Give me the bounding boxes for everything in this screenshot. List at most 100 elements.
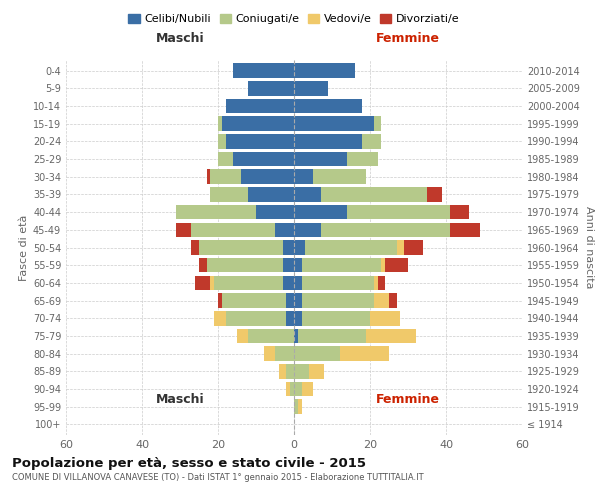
- Y-axis label: Fasce di età: Fasce di età: [19, 214, 29, 280]
- Bar: [294, 328, 298, 343]
- Bar: [176, 222, 191, 237]
- Bar: [211, 187, 248, 202]
- Bar: [199, 240, 283, 255]
- Bar: [294, 346, 340, 361]
- Bar: [385, 258, 408, 272]
- Bar: [313, 170, 366, 184]
- Bar: [294, 400, 298, 414]
- Bar: [294, 170, 313, 184]
- Bar: [302, 382, 313, 396]
- Bar: [294, 205, 347, 220]
- Bar: [283, 276, 294, 290]
- Bar: [389, 294, 397, 308]
- Bar: [320, 222, 450, 237]
- Bar: [279, 364, 286, 378]
- Bar: [222, 294, 286, 308]
- Bar: [302, 276, 374, 290]
- Legend: Celibi/Nubili, Coniugati/e, Vedovi/e, Divorziati/e: Celibi/Nubili, Coniugati/e, Vedovi/e, Di…: [124, 10, 464, 29]
- Bar: [302, 258, 382, 272]
- Bar: [374, 276, 377, 290]
- Bar: [206, 170, 211, 184]
- Bar: [248, 328, 294, 343]
- Bar: [294, 64, 355, 78]
- Bar: [286, 382, 290, 396]
- Bar: [214, 311, 226, 326]
- Bar: [320, 187, 427, 202]
- Text: Femmine: Femmine: [376, 392, 440, 406]
- Bar: [248, 187, 294, 202]
- Bar: [214, 276, 283, 290]
- Bar: [283, 258, 294, 272]
- Bar: [199, 258, 206, 272]
- Text: COMUNE DI VILLANOVA CANAVESE (TO) - Dati ISTAT 1° gennaio 2015 - Elaborazione TU: COMUNE DI VILLANOVA CANAVESE (TO) - Dati…: [12, 472, 424, 482]
- Bar: [294, 276, 302, 290]
- Bar: [294, 294, 302, 308]
- Bar: [191, 240, 199, 255]
- Bar: [347, 152, 377, 166]
- Bar: [298, 400, 302, 414]
- Bar: [211, 276, 214, 290]
- Bar: [382, 258, 385, 272]
- Text: Maschi: Maschi: [155, 392, 205, 406]
- Bar: [404, 240, 423, 255]
- Bar: [248, 81, 294, 96]
- Bar: [226, 98, 294, 113]
- Bar: [450, 222, 480, 237]
- Bar: [294, 258, 302, 272]
- Bar: [206, 258, 283, 272]
- Bar: [294, 187, 320, 202]
- Bar: [377, 276, 385, 290]
- Bar: [294, 222, 320, 237]
- Bar: [226, 311, 286, 326]
- Bar: [427, 187, 442, 202]
- Bar: [286, 364, 294, 378]
- Bar: [241, 170, 294, 184]
- Bar: [233, 64, 294, 78]
- Bar: [294, 382, 302, 396]
- Bar: [218, 134, 226, 148]
- Bar: [294, 364, 309, 378]
- Bar: [290, 382, 294, 396]
- Bar: [366, 328, 416, 343]
- Bar: [294, 240, 305, 255]
- Bar: [237, 328, 248, 343]
- Bar: [298, 328, 366, 343]
- Text: Maschi: Maschi: [155, 32, 205, 45]
- Bar: [283, 240, 294, 255]
- Y-axis label: Anni di nascita: Anni di nascita: [584, 206, 594, 289]
- Bar: [286, 294, 294, 308]
- Bar: [256, 205, 294, 220]
- Bar: [286, 311, 294, 326]
- Bar: [340, 346, 389, 361]
- Bar: [370, 311, 400, 326]
- Bar: [191, 222, 275, 237]
- Bar: [195, 276, 211, 290]
- Bar: [309, 364, 325, 378]
- Bar: [294, 116, 374, 131]
- Bar: [222, 116, 294, 131]
- Bar: [294, 311, 302, 326]
- Bar: [294, 134, 362, 148]
- Bar: [275, 346, 294, 361]
- Bar: [226, 134, 294, 148]
- Bar: [374, 294, 389, 308]
- Bar: [211, 170, 241, 184]
- Bar: [450, 205, 469, 220]
- Bar: [294, 152, 347, 166]
- Bar: [218, 152, 233, 166]
- Bar: [218, 294, 222, 308]
- Bar: [305, 240, 397, 255]
- Bar: [176, 205, 256, 220]
- Bar: [302, 311, 370, 326]
- Text: Popolazione per età, sesso e stato civile - 2015: Popolazione per età, sesso e stato civil…: [12, 458, 366, 470]
- Bar: [233, 152, 294, 166]
- Bar: [374, 116, 382, 131]
- Text: Femmine: Femmine: [376, 32, 440, 45]
- Bar: [263, 346, 275, 361]
- Bar: [294, 81, 328, 96]
- Bar: [302, 294, 374, 308]
- Bar: [347, 205, 450, 220]
- Bar: [218, 116, 222, 131]
- Bar: [275, 222, 294, 237]
- Bar: [362, 134, 382, 148]
